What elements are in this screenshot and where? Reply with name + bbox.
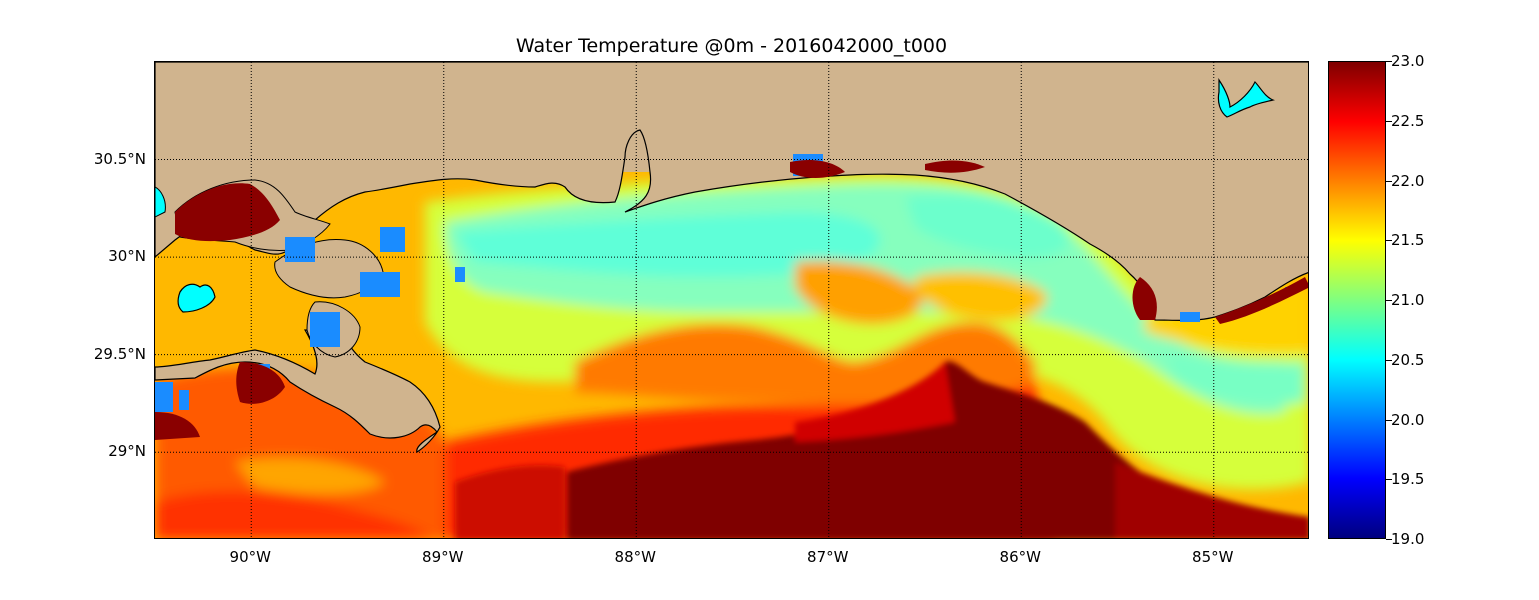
colorbar-tick-label: 23.0 <box>1391 52 1425 70</box>
map-canvas <box>155 62 1308 538</box>
colorbar-tick-label: 21.0 <box>1391 291 1425 309</box>
cyan-patch <box>905 195 1070 258</box>
cold-pixel <box>179 390 189 410</box>
colorbar-tick <box>1386 419 1392 421</box>
hot-deep-water <box>455 361 1308 538</box>
warm-bay <box>790 160 845 178</box>
longitude-tick-label: 89°W <box>422 548 464 566</box>
warm-bay <box>175 183 280 242</box>
colorbar-tick <box>1386 479 1392 481</box>
colorbar <box>1328 61 1386 539</box>
colorbar-tick-label: 20.0 <box>1391 410 1425 429</box>
warm-bay <box>925 160 985 173</box>
warm-bay <box>1215 277 1308 324</box>
warm-bay <box>1132 277 1157 320</box>
latitude-tick-label: 29.5°N <box>93 344 146 363</box>
hot-core <box>795 362 955 442</box>
colorbar-tick <box>1386 300 1392 301</box>
latitude-tick-label: 30.5°N <box>93 149 146 168</box>
longitude-tick-label: 85°W <box>1192 548 1234 566</box>
warm-bay <box>236 362 285 404</box>
colorbar-tick <box>1386 61 1392 62</box>
cold-pixel <box>1180 312 1200 322</box>
latitude-tick-label: 30°N <box>108 247 146 266</box>
colorbar-tick <box>1386 240 1392 242</box>
colorbar-tick <box>1386 359 1392 361</box>
colorbar-tick-label: 22.5 <box>1391 111 1425 130</box>
longitude-tick-label: 90°W <box>229 548 271 566</box>
colorbar-tick-label: 21.5 <box>1391 231 1425 250</box>
cold-pixel <box>360 272 400 297</box>
warm-bay <box>155 412 200 440</box>
inland-lake <box>1217 78 1276 118</box>
temperature-map <box>154 61 1309 539</box>
cold-pixel <box>455 267 465 282</box>
colorbar-tick-label: 20.5 <box>1391 350 1425 369</box>
longitude-tick-label: 88°W <box>614 548 656 566</box>
latitude-tick-label: 29°N <box>108 442 146 461</box>
inland-lake <box>155 186 166 218</box>
cyan-patch <box>455 212 881 277</box>
warm-bays <box>155 160 1308 440</box>
hot-core <box>1115 462 1308 538</box>
grid-lines <box>155 62 1308 538</box>
longitude-tick-label: 86°W <box>999 548 1041 566</box>
cold-pixel <box>310 312 340 347</box>
colorbar-tick-label: 22.0 <box>1391 171 1425 190</box>
chart-title: Water Temperature @0m - 2016042000_t000 <box>515 35 948 57</box>
delta-land <box>155 329 441 453</box>
cold-pixel <box>155 382 173 412</box>
colorbar-tick-label: 19.0 <box>1391 530 1425 548</box>
colorbar-tick <box>1386 180 1392 182</box>
longitude-tick-label: 87°W <box>807 548 849 566</box>
warm-patch <box>155 491 433 538</box>
warm-patch <box>915 272 1047 321</box>
cyan-patch <box>1165 352 1305 404</box>
colorbar-tick-label: 19.5 <box>1391 470 1425 489</box>
warm-patch <box>795 260 923 324</box>
inland-lake <box>177 283 216 313</box>
cold-pixel <box>285 237 315 262</box>
colorbar-tick <box>1386 539 1392 540</box>
warm-patch <box>235 458 385 494</box>
colorbar-tick <box>1386 120 1392 122</box>
hot-core <box>455 465 565 538</box>
cold-pixel <box>380 227 405 252</box>
